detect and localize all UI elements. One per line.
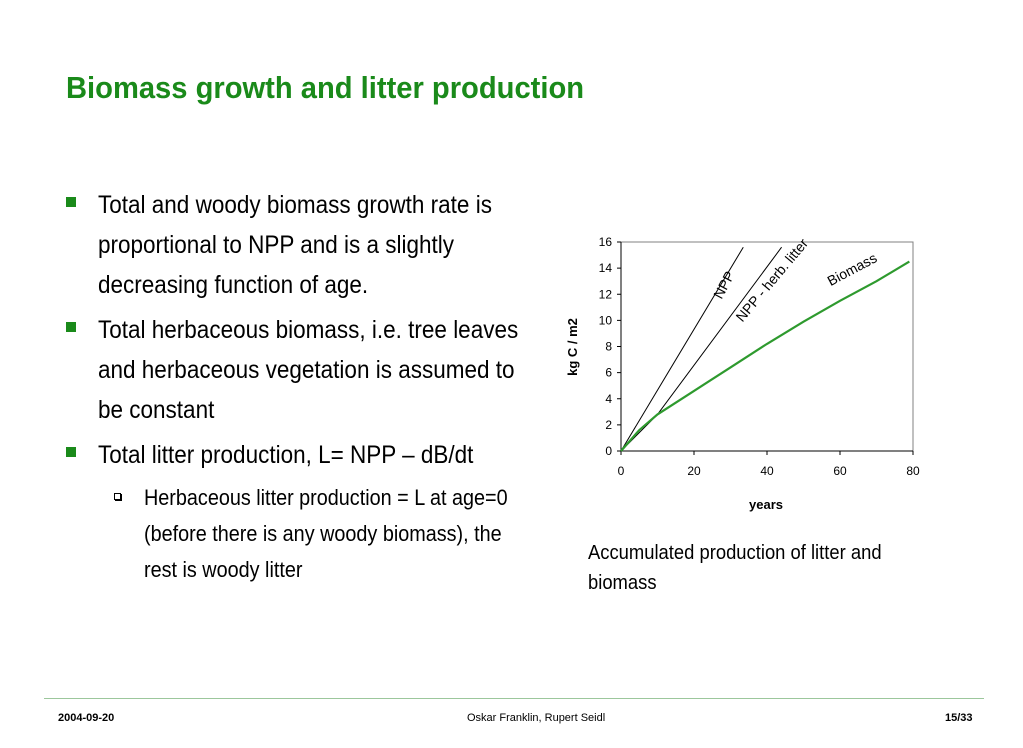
y-tick-label: 12 [599,287,613,301]
y-tick-label: 4 [605,392,612,406]
sub-bullet-text: Herbaceous litter production = L at age=… [144,485,508,582]
x-axis-label: years [749,497,783,512]
y-axis-label: kg C / m2 [565,318,580,376]
bullet-item: Total herbaceous biomass, i.e. tree leav… [66,310,536,430]
footer-date: 2004-09-20 [58,712,115,724]
page-number: 15/33 [945,712,973,724]
bullet-text: Total litter production, L= NPP – dB/dt [98,441,474,469]
y-tick-label: 14 [599,261,613,275]
x-tick-label: 60 [833,464,847,478]
bullet-item: Total and woody biomass growth rate is p… [66,185,536,305]
x-tick-label: 0 [618,464,625,478]
bullet-list: Total and woody biomass growth rate is p… [66,185,536,588]
y-tick-label: 8 [605,340,612,354]
square-bullet-icon [66,322,76,332]
series-label: NPP [710,268,738,301]
y-tick-label: 0 [605,444,612,458]
sub-bullet-item: Herbaceous litter production = L at age=… [66,480,536,588]
chart-axes: 0 2 4 6 8 10 12 14 16 0 20 40 60 80 [599,235,920,478]
x-tick-label: 20 [687,464,701,478]
square-bullet-icon [66,197,76,207]
hollow-square-bullet-icon [114,493,121,500]
x-tick-label: 40 [760,464,774,478]
footer-authors: Oskar Franklin, Rupert Seidl [467,712,606,724]
bullet-text: Total and woody biomass growth rate is p… [98,191,492,299]
x-tick-label: 80 [906,464,920,478]
y-tick-label: 10 [599,313,613,327]
y-tick-label: 2 [605,418,612,432]
slide-title: Biomass growth and litter production [66,70,585,105]
bullet-text: Total herbaceous biomass, i.e. tree leav… [98,316,519,424]
bullet-item: Total litter production, L= NPP – dB/dt [66,435,536,475]
y-tick-label: 16 [599,235,613,249]
series-line [620,260,910,452]
footer-divider [44,698,984,699]
square-bullet-icon [66,447,76,457]
y-tick-label: 6 [605,366,612,380]
series-line [620,246,744,452]
series-label: NPP - herb. litter [732,235,811,325]
chart-caption: Accumulated production of litter and bio… [588,542,882,594]
